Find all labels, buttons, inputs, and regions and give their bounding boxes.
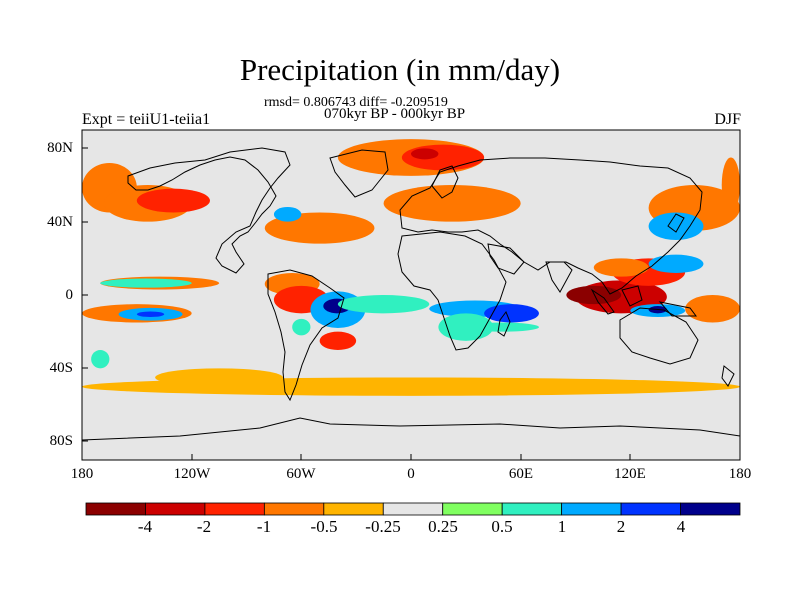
coast-greenland xyxy=(329,149,389,198)
coast-arabia xyxy=(487,243,525,275)
coast-new-guinea xyxy=(658,301,697,317)
colorbar-box xyxy=(680,502,741,516)
anomaly-region xyxy=(401,144,485,171)
colorbar-box xyxy=(561,502,622,516)
anomaly-region xyxy=(100,278,192,288)
colorbar-box xyxy=(263,502,325,516)
coast-africa xyxy=(397,231,507,351)
coastlines xyxy=(82,147,740,441)
colorbar-box xyxy=(323,502,384,516)
xtick-label: 180 xyxy=(728,466,752,482)
xtick-label: 60W xyxy=(286,466,316,482)
ytick-label: 40N xyxy=(47,214,73,230)
colorbar-label: -4 xyxy=(137,517,153,536)
anomaly-region xyxy=(593,258,649,277)
map-title: Precipitation (in mm/day) xyxy=(239,52,561,87)
anomaly-region xyxy=(566,285,622,305)
colorbar-box xyxy=(145,502,206,516)
coast-japan xyxy=(667,213,685,233)
anomaly-region xyxy=(465,322,539,332)
coast-sumatra xyxy=(590,288,615,315)
anomaly-region xyxy=(136,188,210,213)
colorbar-label: -1 xyxy=(256,517,272,536)
colorbar-label: 2 xyxy=(616,517,626,536)
anomaly-region xyxy=(484,304,539,323)
anomaly-region xyxy=(648,212,704,240)
colorbar-label: 0.25 xyxy=(428,517,458,536)
colorbar-label: -2 xyxy=(196,517,212,536)
anomaly-region xyxy=(319,331,357,351)
anomaly-fields xyxy=(82,139,740,396)
anomaly-region xyxy=(91,350,110,369)
ytick-label: 40S xyxy=(49,360,73,376)
colorbar-box xyxy=(382,502,444,516)
coast-eurasia xyxy=(399,157,703,295)
colorbar-label: 1 xyxy=(557,517,567,536)
coast-madagascar xyxy=(497,310,511,337)
xtick-label: 180 xyxy=(70,466,94,482)
colorbar-box xyxy=(85,502,146,516)
anomaly-region xyxy=(648,254,704,273)
colorbar-box xyxy=(620,502,681,516)
anomaly-region xyxy=(292,318,311,336)
xtick-label: 120W xyxy=(173,466,211,482)
colorbar-label: -0.5 xyxy=(310,517,338,536)
coast-australia xyxy=(619,307,699,365)
xtick-label: 120E xyxy=(614,466,646,482)
coast-borneo xyxy=(621,285,643,307)
stats-line: rmsd= 0.806743 diff= -0.209519 xyxy=(264,95,448,110)
anomaly-region xyxy=(136,311,165,317)
anomaly-region xyxy=(155,368,284,387)
coast-antarctica xyxy=(82,417,740,441)
colorbar-label: 4 xyxy=(676,517,686,536)
coast-north-america xyxy=(127,147,291,274)
season-label: DJF xyxy=(714,111,741,128)
colorbar xyxy=(85,502,741,516)
xtick-label: 0 xyxy=(407,466,415,482)
coast-india xyxy=(545,261,573,293)
ytick-label: 80S xyxy=(49,433,73,449)
axis-ticks xyxy=(81,147,741,460)
experiment-label: Expt = teiiU1-teiia1 xyxy=(82,111,211,128)
colorbar-box xyxy=(442,502,503,516)
period-line: 070kyr BP - 000kyr BP xyxy=(324,106,466,122)
colorbar-box xyxy=(501,502,563,516)
colorbar-label: -0.25 xyxy=(365,517,401,536)
xtick-label: 60E xyxy=(508,466,534,482)
anomaly-region xyxy=(411,148,439,160)
ytick-label: 0 xyxy=(65,287,74,303)
coast-scandinavia xyxy=(431,165,459,199)
colorbar-box xyxy=(204,502,265,516)
colorbar-label: 0.5 xyxy=(491,517,513,536)
anomaly-region xyxy=(383,185,521,222)
anomaly-region xyxy=(685,295,740,323)
anomaly-region xyxy=(337,295,430,314)
coast-south-america xyxy=(267,269,345,402)
anomaly-region xyxy=(273,207,302,222)
coast-new-zealand xyxy=(721,365,735,387)
ytick-label: 80N xyxy=(47,140,73,156)
